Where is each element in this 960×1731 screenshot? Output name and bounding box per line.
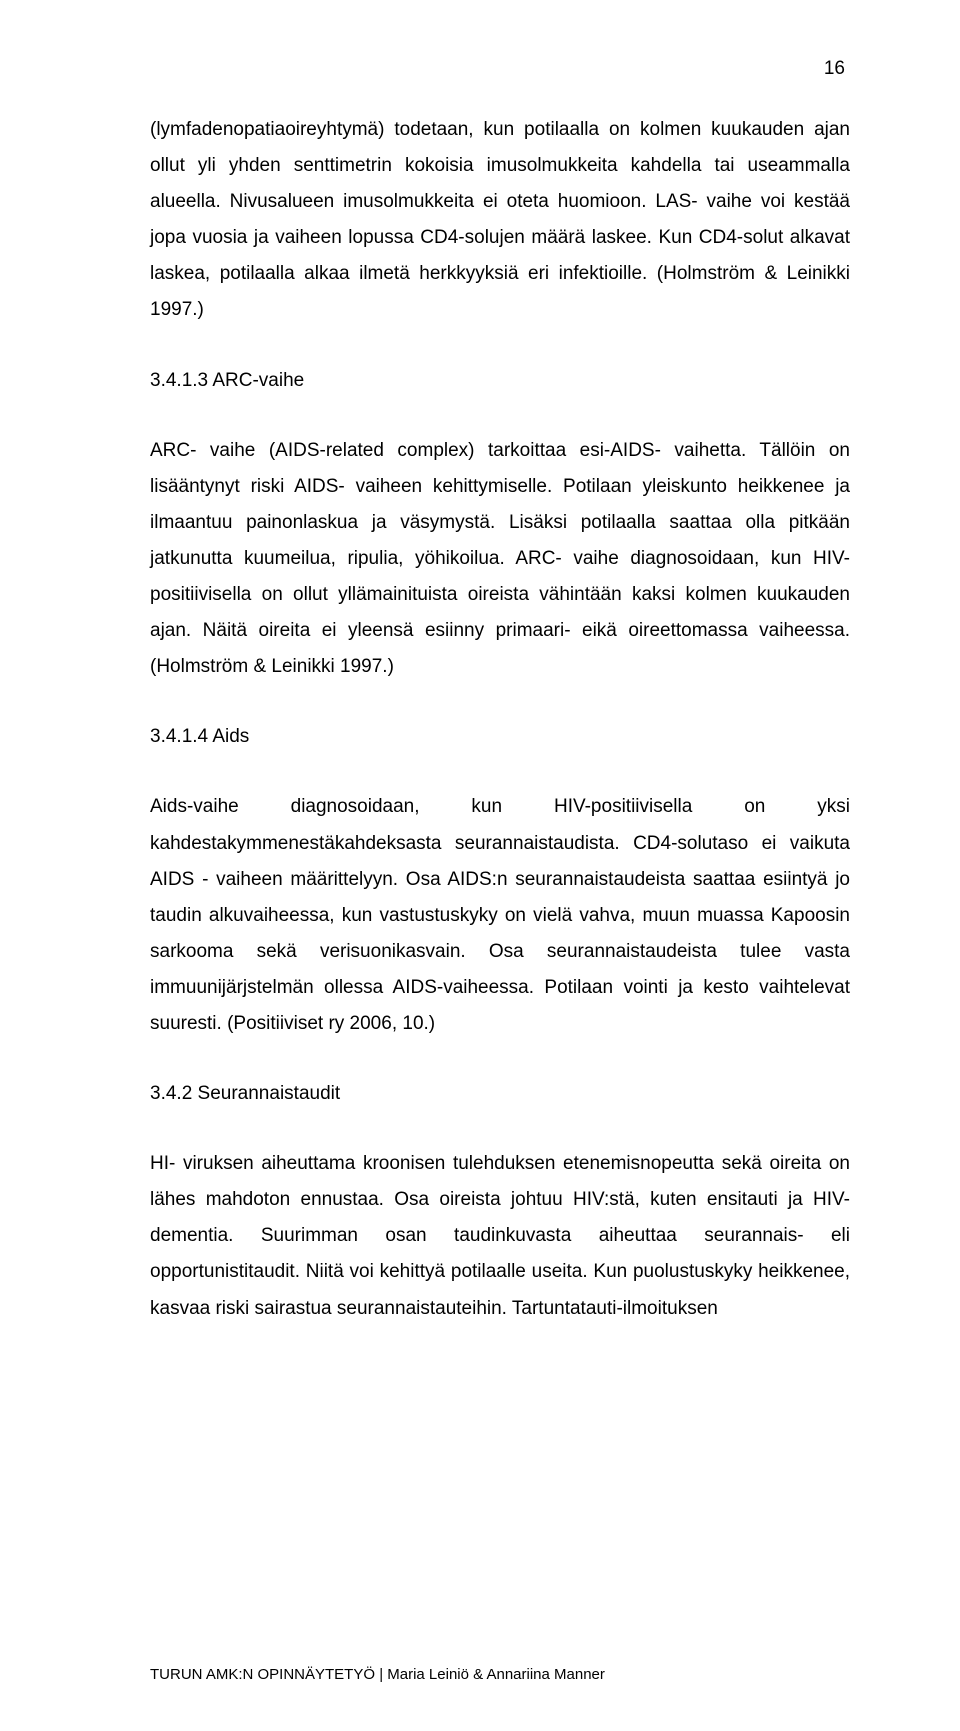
paragraph-2: ARC- vaihe (AIDS-related complex) tarkoi… (150, 433, 850, 686)
footer-text: TURUN AMK:N OPINNÄYTETYÖ | Maria Leiniö … (150, 1666, 605, 1683)
heading-seurannaistaudit: 3.4.2 Seurannaistaudit (150, 1076, 850, 1112)
heading-arc-vaihe: 3.4.1.3 ARC-vaihe (150, 363, 850, 399)
heading-aids: 3.4.1.4 Aids (150, 719, 850, 755)
page-number: 16 (824, 58, 845, 80)
paragraph-4: HI- viruksen aiheuttama kroonisen tulehd… (150, 1146, 850, 1326)
paragraph-3: Aids-vaihe diagnosoidaan, kun HIV-positi… (150, 789, 850, 1042)
document-page: 16 (lymfadenopatiaoireyhtymä) todetaan, … (0, 0, 960, 1731)
paragraph-1: (lymfadenopatiaoireyhtymä) todetaan, kun… (150, 112, 850, 329)
top-spacer (150, 60, 850, 112)
